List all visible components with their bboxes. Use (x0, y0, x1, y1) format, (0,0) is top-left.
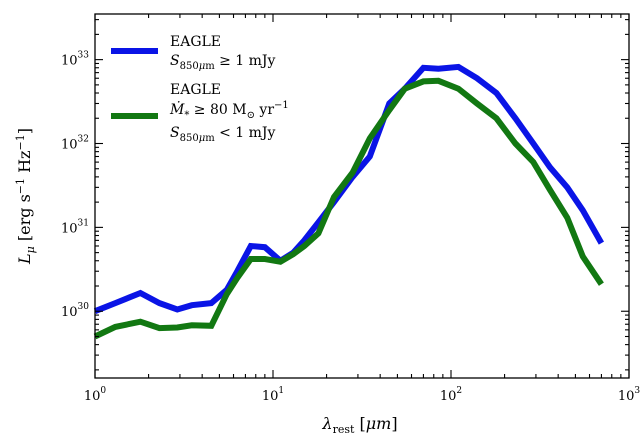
x-tick-label-3: 103 (618, 386, 641, 404)
x-tick-label-1: 101 (262, 386, 284, 404)
y-tick-label-1: 1031 (61, 218, 89, 236)
y-axis-title: Lμ [erg s−1 Hz−1] (14, 128, 37, 265)
legend-label-eagle-faint-3: S850μm < 1 mJy (170, 125, 276, 144)
plot-frame (94, 13, 630, 379)
x-tick-label-2: 102 (440, 386, 462, 404)
y-tick-label-3: 1033 (61, 51, 89, 69)
legend-label-eagle-faint-1: EAGLE (170, 82, 221, 98)
series-layer (93, 63, 605, 340)
x-axis-title: λrest [μm] (321, 414, 397, 436)
y-tick-label-2: 1032 (61, 135, 89, 153)
legend: EAGLE S850μm ≥ 1 mJy EAGLE Ṁ* ≥ 80 M⊙ yr… (111, 34, 289, 144)
tick-layer: 100 101 102 103 1030 1031 1032 1033 (61, 14, 640, 404)
y-tick-label-0: 1030 (61, 302, 89, 320)
x-tick-label-0: 100 (84, 386, 107, 404)
series-line-1 (93, 77, 604, 340)
legend-label-eagle-bright-1: EAGLE (170, 34, 221, 50)
legend-label-eagle-faint-2: Ṁ* ≥ 80 M⊙ yr−1 (169, 100, 289, 121)
legend-label-eagle-bright-2: S850μm ≥ 1 mJy (170, 53, 276, 72)
